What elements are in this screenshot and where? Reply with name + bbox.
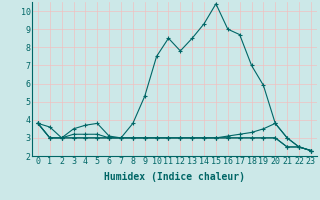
X-axis label: Humidex (Indice chaleur): Humidex (Indice chaleur) xyxy=(104,172,245,182)
